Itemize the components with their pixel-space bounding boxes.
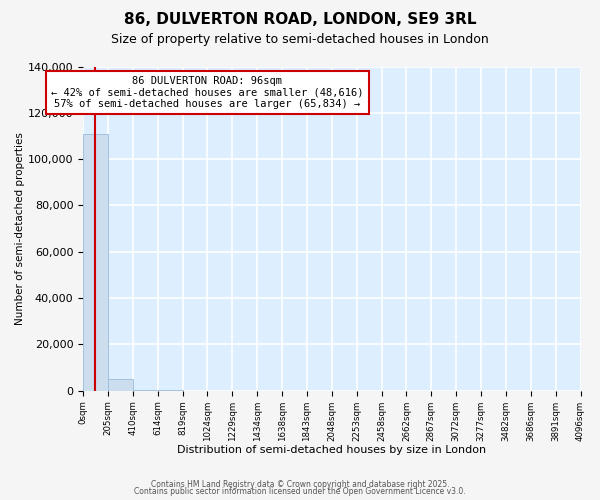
Text: 86, DULVERTON ROAD, LONDON, SE9 3RL: 86, DULVERTON ROAD, LONDON, SE9 3RL [124,12,476,28]
X-axis label: Distribution of semi-detached houses by size in London: Distribution of semi-detached houses by … [177,445,487,455]
Bar [83,134,108,390]
Text: Size of property relative to semi-detached houses in London: Size of property relative to semi-detach… [111,32,489,46]
Text: Contains public sector information licensed under the Open Government Licence v3: Contains public sector information licen… [134,487,466,496]
Text: Contains HM Land Registry data © Crown copyright and database right 2025.: Contains HM Land Registry data © Crown c… [151,480,449,489]
Bar [108,378,133,390]
Y-axis label: Number of semi-detached properties: Number of semi-detached properties [15,132,25,325]
Text: 86 DULVERTON ROAD: 96sqm
← 42% of semi-detached houses are smaller (48,616)
57% : 86 DULVERTON ROAD: 96sqm ← 42% of semi-d… [51,76,364,109]
